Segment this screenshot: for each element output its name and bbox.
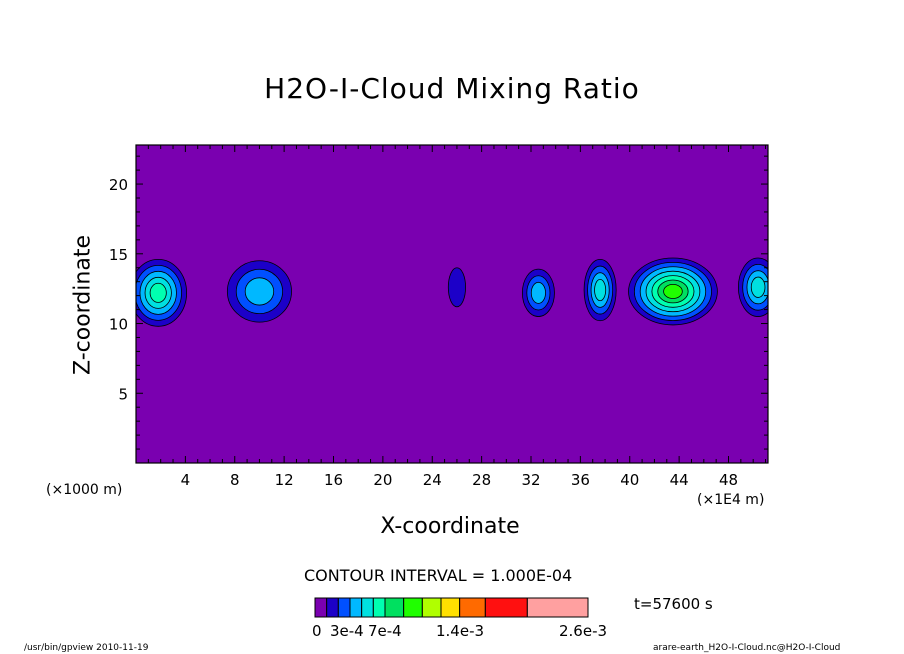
x-tick-label: 44	[670, 471, 689, 489]
colorbar-swatch	[337, 597, 351, 618]
x-tick-label: 12	[275, 471, 294, 489]
cloud-contour	[663, 284, 683, 299]
colorbar-label: 0	[312, 622, 322, 640]
colorbar-swatch	[440, 597, 461, 618]
colorbar-swatch	[384, 597, 405, 618]
plot-frame	[135, 144, 769, 464]
x-tick-label: 36	[571, 471, 590, 489]
chart-title: H2O-I-Cloud Mixing Ratio	[264, 72, 640, 105]
y-tick-label: 20	[109, 176, 128, 194]
x-tick-label: 28	[472, 471, 491, 489]
x-unit-note: (×1E4 m)	[697, 492, 765, 508]
y-tick-label: 15	[109, 246, 128, 264]
x-tick-label: 8	[230, 471, 240, 489]
cloud-contour	[530, 281, 546, 304]
colorbar-swatch	[459, 597, 486, 618]
colorbar-swatch	[326, 597, 339, 618]
x-tick-label: 48	[719, 471, 738, 489]
colorbar-swatch	[403, 597, 423, 618]
x-tick-label: 40	[620, 471, 639, 489]
colorbar-swatch	[314, 597, 328, 618]
colorbar-label: 7e-4	[368, 622, 402, 640]
x-tick-label: 32	[521, 471, 540, 489]
y-tick-label: 10	[109, 316, 128, 334]
colorbar-label: 2.6e-3	[559, 622, 608, 640]
y-unit-note: (×1000 m)	[46, 482, 123, 498]
y-tick-label: 5	[118, 385, 128, 403]
colorbar-swatch	[421, 597, 442, 618]
x-axis-label: X-coordinate	[380, 514, 520, 539]
x-tick-label: 4	[181, 471, 191, 489]
colorbar-label: 1.4e-3	[436, 622, 485, 640]
x-tick-label: 24	[423, 471, 442, 489]
colorbar-label: 3e-4	[330, 622, 364, 640]
cloud-contour	[750, 276, 766, 298]
contour-interval-text: CONTOUR INTERVAL = 1.000E-04	[304, 566, 573, 585]
time-label: t=57600 s	[634, 595, 713, 613]
cloud-contour	[447, 267, 466, 308]
footer-right-text: arare-earth_H2O-I-Cloud.nc@H2O-I-Cloud	[653, 643, 841, 653]
colorbar-swatch	[526, 597, 589, 618]
cloud-contour	[244, 277, 275, 306]
cloud-contour	[149, 282, 167, 303]
colorbar-swatch	[372, 597, 386, 618]
footer-left-text: /usr/bin/gpview 2010-11-19	[24, 643, 149, 653]
x-tick-label: 16	[324, 471, 343, 489]
colorbar-swatch	[484, 597, 528, 618]
x-tick-label: 20	[373, 471, 392, 489]
colorbar-swatch	[361, 597, 374, 618]
cloud-contour	[594, 278, 607, 302]
colorbar-swatch	[349, 597, 363, 618]
